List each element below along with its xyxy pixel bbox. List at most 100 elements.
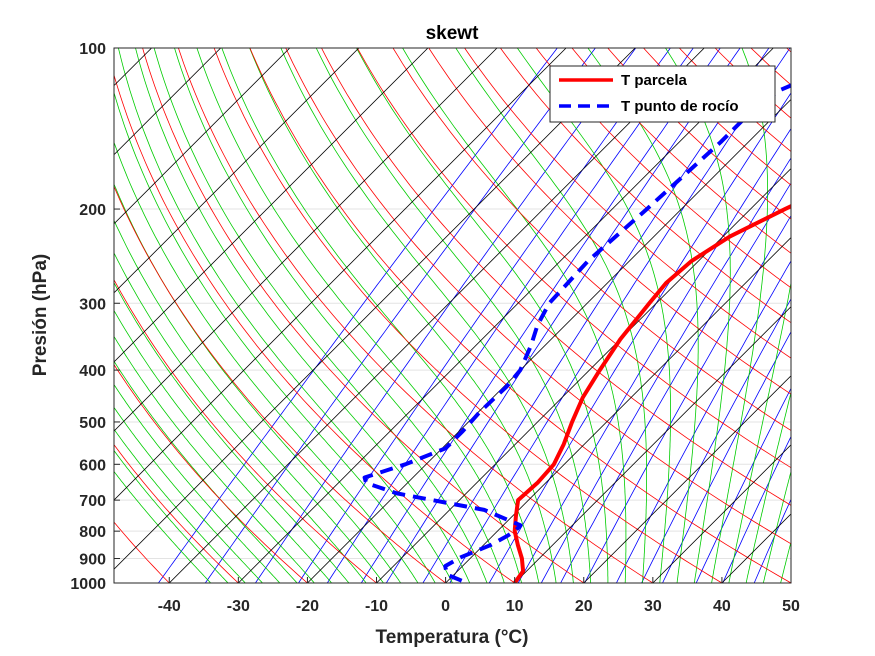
moist-adiabat <box>118 48 453 583</box>
mixing-ratio-line <box>540 157 791 583</box>
mixing-ratio-line <box>662 331 791 583</box>
moist-adiabat <box>711 48 768 583</box>
mixing-ratio-line <box>422 48 770 583</box>
legend-label-parcel: T parcela <box>621 72 688 89</box>
dry-adiabat <box>428 48 791 395</box>
x-tick-label: 20 <box>575 598 593 615</box>
dry-adiabat <box>500 48 791 324</box>
dry-adiabat <box>643 48 791 186</box>
isotherm <box>514 306 791 583</box>
y-tick-label: 900 <box>79 552 106 569</box>
moist-adiabat <box>114 449 229 583</box>
mixing-ratio-line <box>255 48 637 583</box>
isotherm <box>168 48 705 583</box>
thermodynamic-background-lines <box>0 48 875 583</box>
y-tick-label: 800 <box>79 524 106 541</box>
moist-adiabat <box>728 280 791 583</box>
y-tick-label: 600 <box>79 457 106 474</box>
isotherm <box>114 48 636 570</box>
mixing-ratio-line <box>584 214 791 583</box>
dry-adiabat <box>571 48 791 254</box>
moist-adiabat <box>315 48 592 583</box>
dry-adiabat <box>392 48 791 432</box>
x-tick-label: -40 <box>158 598 181 615</box>
profile-series <box>362 83 791 583</box>
y-tick-label: 700 <box>79 493 106 510</box>
isotherm <box>114 48 429 363</box>
mixing-ratio-line <box>204 48 596 583</box>
y-tick-label: 1000 <box>70 576 106 593</box>
x-tick-label: 10 <box>506 598 524 615</box>
isotherm <box>376 167 791 583</box>
x-tick-label: 50 <box>782 598 800 615</box>
isotherm <box>114 48 498 432</box>
parcel-temperature-line <box>512 204 791 583</box>
dry-adiabat <box>213 48 723 583</box>
moist-adiabat <box>280 48 574 583</box>
moist-adiabat <box>665 48 731 583</box>
moist-adiabat <box>114 470 211 583</box>
x-tick-label: -20 <box>296 598 319 615</box>
y-tick-label: 300 <box>79 296 106 313</box>
moist-adiabat <box>114 309 332 583</box>
chart-title: skewt <box>426 23 479 44</box>
mixing-ratio-line <box>158 48 558 583</box>
isotherm <box>790 582 791 583</box>
isotherm <box>238 48 774 583</box>
dry-adiabat <box>0 48 31 583</box>
plot-frame <box>113 47 792 584</box>
y-tick-label: 200 <box>79 202 106 219</box>
isotherm <box>445 237 791 583</box>
moist-adiabat <box>114 91 436 583</box>
mixing-ratio-line <box>616 260 791 583</box>
moist-adiabat <box>780 540 791 583</box>
y-axis-label: Presión (hPa) <box>30 254 51 376</box>
plot-area <box>114 48 791 583</box>
dry-adiabat <box>142 48 585 583</box>
dry-adiabat <box>114 444 239 583</box>
isotherm <box>114 48 221 156</box>
isotherm <box>114 48 360 294</box>
dry-adiabat <box>114 279 377 583</box>
moist-adiabat <box>745 390 791 583</box>
mixing-ratio-line <box>517 127 791 583</box>
x-tick-label: 40 <box>713 598 731 615</box>
dry-adiabat <box>535 48 791 289</box>
dry-adiabat <box>321 48 791 506</box>
moist-adiabat <box>114 406 263 583</box>
mixing-ratio-line <box>449 48 791 583</box>
mixing-ratio-line <box>695 387 791 583</box>
moist-adiabat <box>455 48 647 583</box>
x-axis-label: Temperatura (°C) <box>376 627 529 648</box>
mixing-ratio-line <box>298 48 671 583</box>
moist-adiabat <box>153 48 488 583</box>
x-tick-label: -30 <box>227 598 250 615</box>
moist-adiabat <box>402 48 627 583</box>
moist-adiabat <box>114 219 384 583</box>
isotherm <box>0 48 13 583</box>
moist-adiabat <box>763 469 791 583</box>
dry-adiabat <box>679 48 791 153</box>
dry-adiabat <box>356 48 791 469</box>
isotherm <box>583 375 791 583</box>
mixing-ratio-line <box>722 435 791 583</box>
isotherm <box>652 444 791 583</box>
moist-adiabat <box>114 428 246 583</box>
dry-adiabat <box>822 48 875 583</box>
moist-adiabat <box>196 48 522 583</box>
x-axis-ticks: -40 -30 -20 -10 0 10 20 30 40 50 <box>158 577 800 615</box>
moist-adiabat <box>356 48 609 583</box>
mixing-ratio-line <box>560 182 791 583</box>
y-tick-label: 100 <box>79 41 106 58</box>
mixing-ratio-line <box>488 92 791 583</box>
isotherm <box>114 48 567 501</box>
moist-adiabat <box>135 48 471 583</box>
y-tick-label: 500 <box>79 415 106 432</box>
x-tick-label: -10 <box>365 598 388 615</box>
moist-adiabat <box>114 360 298 583</box>
dry-adiabat <box>858 48 875 583</box>
x-tick-label: 30 <box>644 598 662 615</box>
dry-adiabat <box>114 185 446 583</box>
x-tick-label: 0 <box>441 598 450 615</box>
